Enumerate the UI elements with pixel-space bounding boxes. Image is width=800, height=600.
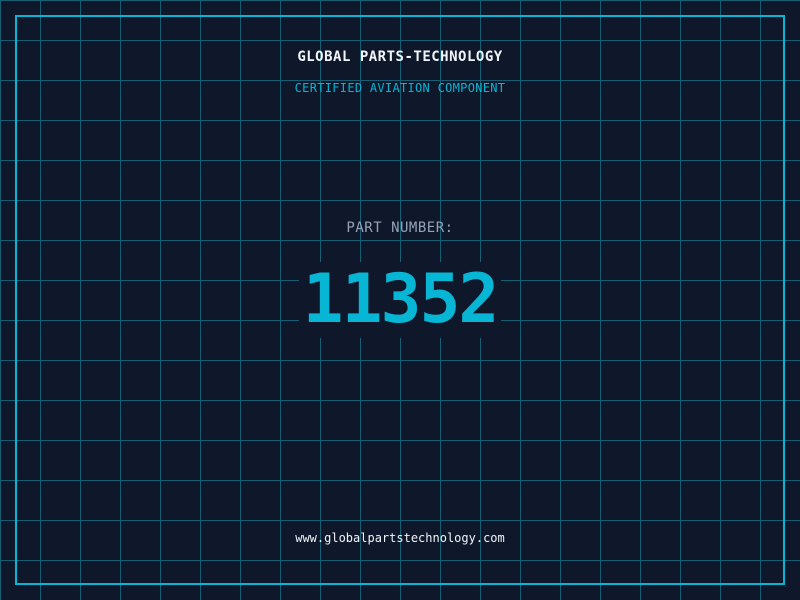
subtitle: CERTIFIED AVIATION COMPONENT — [294, 81, 506, 95]
part-number-label: PART NUMBER: — [346, 220, 454, 236]
part-number: 11352 — [298, 262, 502, 338]
border-frame — [15, 15, 785, 585]
company-name: GLOBAL PARTS-TECHNOLOGY — [297, 49, 503, 65]
website-url: www.globalpartstechnology.com — [295, 531, 505, 545]
